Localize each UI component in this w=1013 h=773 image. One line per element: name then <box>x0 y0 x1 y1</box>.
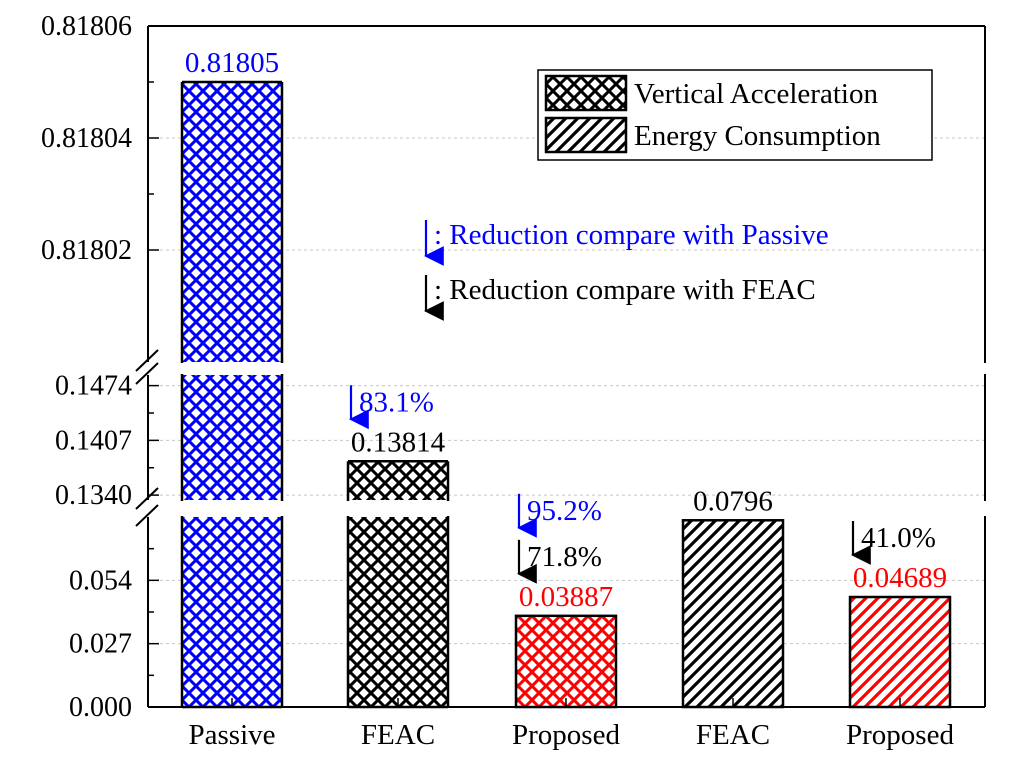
y-tick-label: 0.027 <box>69 629 132 660</box>
bar-value-label: 0.13814 <box>351 426 446 458</box>
note-text: : Reduction compare with Passive <box>434 219 829 251</box>
reduction-label: 41.0% <box>861 522 936 554</box>
bar-rect <box>514 614 618 709</box>
reduction-label: 83.1% <box>359 386 434 418</box>
legend-swatch <box>544 116 628 154</box>
x-tick-label: Proposed <box>846 719 954 751</box>
x-tick-label: Proposed <box>512 719 620 751</box>
y-tick-label: 0.81804 <box>41 123 132 154</box>
bar <box>681 519 785 709</box>
bar-value-label: 0.0796 <box>693 485 773 517</box>
bar <box>180 80 284 709</box>
bar-segment <box>182 375 282 500</box>
legend-label: Vertical Acceleration <box>634 78 878 110</box>
y-tick-label: 0.81806 <box>41 11 132 42</box>
y-tick-label: 0.000 <box>69 692 132 723</box>
y-tick-label: 0.054 <box>69 565 132 596</box>
bar-value-label: 0.03887 <box>519 581 613 613</box>
axis-break-mark <box>135 349 159 372</box>
bar <box>514 614 618 709</box>
reduction-label: 71.8% <box>527 541 602 573</box>
legend-label: Energy Consumption <box>634 120 881 152</box>
y-tick-label: 0.1474 <box>55 371 132 402</box>
axis-break-mark <box>135 362 159 385</box>
axis-break-gap <box>134 363 1001 374</box>
y-tick-label: 0.1407 <box>55 425 132 456</box>
x-tick-label: FEAC <box>696 719 770 751</box>
y-tick-label: 0.81802 <box>41 235 132 266</box>
bar-segment <box>182 82 282 362</box>
legend-swatch <box>544 74 628 112</box>
bar-value-label: 0.04689 <box>853 562 947 594</box>
bar <box>848 595 952 709</box>
bar-value-label: 0.81805 <box>185 47 279 79</box>
axis-break-mark <box>135 504 159 527</box>
x-tick-label: Passive <box>189 719 276 751</box>
axis-break-gap <box>134 501 1001 516</box>
bar-segment <box>348 517 448 707</box>
bar-rect <box>681 519 785 709</box>
y-tick-label: 0.1340 <box>55 480 132 511</box>
bar-segment <box>348 461 448 500</box>
axis-break-mark <box>135 487 159 510</box>
bar-rect <box>848 595 952 709</box>
bar <box>346 460 450 709</box>
x-tick-label: FEAC <box>361 719 435 751</box>
reduction-label: 95.2% <box>527 495 602 527</box>
note-text: : Reduction compare with FEAC <box>434 274 816 306</box>
bar-segment <box>182 517 282 707</box>
